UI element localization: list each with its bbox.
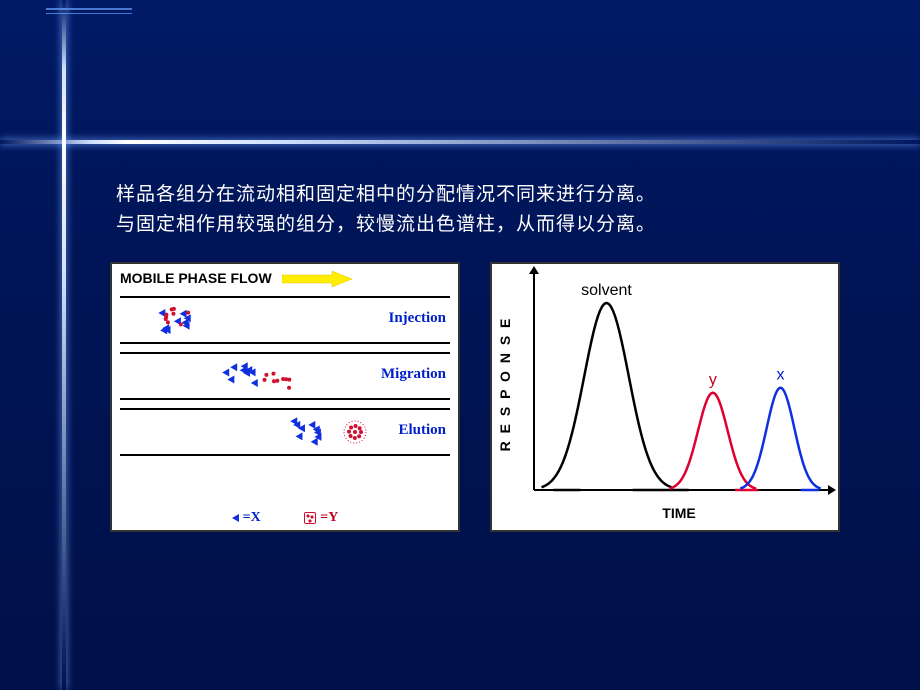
lane-label-injection: Injection bbox=[389, 310, 447, 327]
legend-x-label: =X bbox=[243, 510, 261, 525]
caption-line-2: 与固定相作用较强的组分，较慢流出色谱柱，从而得以分离。 bbox=[116, 210, 656, 240]
top-rule-decoration bbox=[46, 8, 132, 14]
svg-text:R E S P O N S E: R E S P O N S E bbox=[497, 317, 513, 452]
flow-arrow-icon bbox=[282, 271, 352, 287]
lanes-container: Injection Migration Elution bbox=[120, 296, 450, 456]
legend: =X =Y bbox=[112, 510, 458, 526]
figure-panels: MOBILE PHASE FLOW Injection Migration Elut… bbox=[110, 262, 850, 552]
svg-text:x: x bbox=[777, 367, 785, 384]
mobile-phase-title: MOBILE PHASE FLOW bbox=[120, 270, 272, 286]
svg-text:TIME: TIME bbox=[662, 505, 695, 521]
mobile-phase-title-row: MOBILE PHASE FLOW bbox=[120, 270, 450, 288]
lane-elution: Elution bbox=[120, 408, 450, 456]
lane-label-elution: Elution bbox=[398, 422, 446, 439]
lane-label-migration: Migration bbox=[381, 366, 446, 383]
lane-injection: Injection bbox=[120, 296, 450, 344]
right-panel-chromatogram: solvent y x TIME R E S P O N S E bbox=[490, 262, 840, 532]
legend-x-icon bbox=[232, 514, 239, 522]
left-panel-mobile-phase: MOBILE PHASE FLOW Injection Migration Elut… bbox=[110, 262, 460, 532]
lane-migration: Migration bbox=[120, 352, 450, 400]
chromatogram-svg: solvent y x TIME R E S P O N S E bbox=[492, 264, 838, 530]
svg-text:solvent: solvent bbox=[581, 282, 632, 299]
svg-text:y: y bbox=[709, 372, 717, 389]
slide-root: 样品各组分在流动相和固定相中的分配情况不同来进行分离。 与固定相作用较强的组分，… bbox=[0, 0, 920, 690]
cross-vertical bbox=[62, 0, 66, 690]
cross-horizontal bbox=[0, 140, 920, 144]
legend-y-icon bbox=[304, 512, 316, 524]
caption-line-1: 样品各组分在流动相和固定相中的分配情况不同来进行分离。 bbox=[116, 180, 656, 210]
caption-text: 样品各组分在流动相和固定相中的分配情况不同来进行分离。 与固定相作用较强的组分，… bbox=[116, 180, 656, 240]
legend-y-label: =Y bbox=[320, 510, 338, 525]
